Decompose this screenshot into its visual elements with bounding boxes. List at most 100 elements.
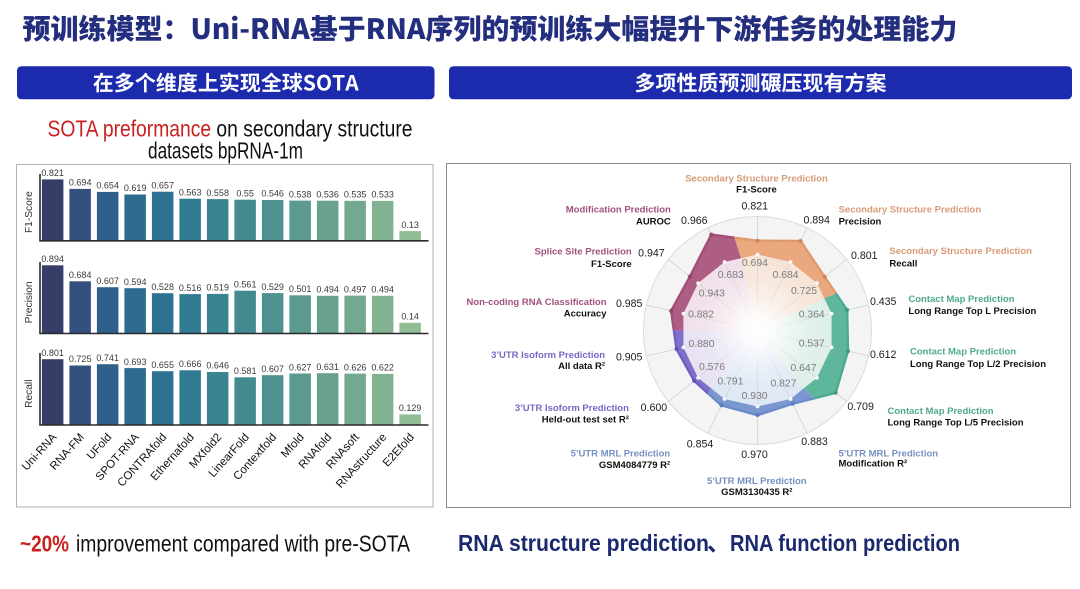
- svg-text:0.533: 0.533: [371, 190, 394, 200]
- svg-text:0.801: 0.801: [41, 348, 64, 358]
- svg-text:0.497: 0.497: [344, 284, 367, 294]
- svg-text:0.709: 0.709: [847, 401, 874, 413]
- svg-text:0.883: 0.883: [801, 436, 828, 448]
- svg-text:0.725: 0.725: [791, 286, 817, 297]
- svg-text:F1-Score: F1-Score: [24, 191, 35, 233]
- svg-text:0.619: 0.619: [124, 183, 147, 193]
- svg-text:0.535: 0.535: [344, 190, 367, 200]
- svg-text:0.435: 0.435: [870, 296, 897, 308]
- svg-text:Recall: Recall: [24, 380, 35, 408]
- svg-text:0.529: 0.529: [261, 282, 284, 292]
- svg-text:5’UTR MRL Prediction: 5’UTR MRL Prediction: [707, 476, 807, 487]
- svg-text:0.14: 0.14: [401, 312, 419, 322]
- svg-text:F1-Score: F1-Score: [736, 184, 777, 195]
- svg-text:0.607: 0.607: [96, 276, 119, 286]
- svg-text:0.536: 0.536: [316, 189, 339, 199]
- svg-text:SOTA preformance on secondary: SOTA preformance on secondary structure: [48, 116, 413, 142]
- svg-text:improvement compared with pre-: improvement compared with pre-SOTA: [76, 531, 410, 557]
- svg-text:Non-coding RNA Classification: Non-coding RNA Classification: [466, 297, 606, 308]
- svg-text:0.654: 0.654: [96, 181, 119, 191]
- svg-text:0.970: 0.970: [741, 449, 768, 461]
- svg-text:0.55: 0.55: [236, 188, 254, 198]
- svg-text:0.129: 0.129: [399, 403, 422, 413]
- svg-text:0.693: 0.693: [124, 357, 147, 367]
- svg-text:0.561: 0.561: [234, 279, 257, 289]
- svg-text:RNA structure prediction: RNA structure prediction: [458, 530, 709, 556]
- svg-text:0.631: 0.631: [316, 362, 339, 372]
- svg-text:All data R²: All data R²: [558, 361, 605, 372]
- svg-text:3’UTR Isoform Prediction: 3’UTR Isoform Prediction: [515, 403, 629, 414]
- svg-text:0.494: 0.494: [371, 285, 394, 295]
- svg-text:Contact Map Prediction: Contact Map Prediction: [888, 406, 994, 417]
- svg-text:Modification R²: Modification R²: [839, 458, 908, 469]
- svg-text:0.694: 0.694: [69, 178, 92, 188]
- svg-text:0.558: 0.558: [206, 188, 229, 198]
- svg-text:0.563: 0.563: [179, 187, 202, 197]
- svg-text:~20%: ~20%: [20, 531, 69, 557]
- svg-text:Secondary Structure Prediction: Secondary Structure Prediction: [839, 204, 982, 215]
- svg-text:0.516: 0.516: [179, 283, 202, 293]
- svg-text:datasets bpRNA-1m: datasets bpRNA-1m: [148, 138, 303, 164]
- svg-text:Contact Map Prediction: Contact Map Prediction: [908, 294, 1014, 305]
- svg-text:0.364: 0.364: [799, 310, 825, 321]
- svg-text:0.647: 0.647: [790, 363, 816, 374]
- svg-text:Long Range Top L/2 Precision: Long Range Top L/2 Precision: [910, 359, 1046, 370]
- svg-text:F1-Score: F1-Score: [591, 259, 632, 270]
- svg-text:0.905: 0.905: [616, 351, 643, 363]
- svg-text:3’UTR Isoform Prediction: 3’UTR Isoform Prediction: [491, 350, 605, 361]
- svg-text:0.882: 0.882: [688, 310, 714, 321]
- svg-text:0.694: 0.694: [742, 258, 768, 269]
- svg-text:0.612: 0.612: [870, 349, 897, 361]
- svg-text:0.655: 0.655: [151, 360, 174, 370]
- svg-text:0.801: 0.801: [851, 250, 878, 262]
- svg-text:0.827: 0.827: [770, 378, 796, 389]
- svg-text:0.894: 0.894: [803, 215, 830, 227]
- svg-text:Recall: Recall: [889, 258, 917, 269]
- svg-text:Precision: Precision: [839, 216, 882, 227]
- svg-text:Held-out test set R²: Held-out test set R²: [542, 414, 629, 425]
- svg-text:0.880: 0.880: [688, 339, 714, 350]
- svg-text:0.519: 0.519: [206, 283, 229, 293]
- svg-text:0.546: 0.546: [261, 189, 284, 199]
- svg-text:0.626: 0.626: [344, 362, 367, 372]
- svg-text:0.622: 0.622: [371, 363, 394, 373]
- svg-text:Secondary Structure Prediction: Secondary Structure Prediction: [889, 246, 1032, 257]
- svg-text:0.594: 0.594: [124, 277, 147, 287]
- svg-text:Contact Map Prediction: Contact Map Prediction: [910, 347, 1016, 358]
- svg-text:0.607: 0.607: [261, 364, 284, 374]
- svg-text:0.538: 0.538: [289, 189, 312, 199]
- svg-text:0.13: 0.13: [401, 220, 419, 230]
- svg-text:0.821: 0.821: [41, 168, 64, 178]
- svg-text:0.791: 0.791: [717, 377, 743, 388]
- svg-text:0.966: 0.966: [681, 215, 708, 227]
- svg-text:Long Range Top L/5 Precision: Long Range Top L/5 Precision: [888, 418, 1024, 429]
- svg-text:0.930: 0.930: [742, 391, 768, 402]
- svg-text:0.494: 0.494: [316, 285, 339, 295]
- svg-text:0.646: 0.646: [206, 361, 229, 371]
- svg-text:GSM4084779 R²: GSM4084779 R²: [599, 460, 670, 471]
- svg-text:0.657: 0.657: [151, 180, 174, 190]
- svg-text:0.741: 0.741: [96, 353, 119, 363]
- svg-text:0.854: 0.854: [687, 438, 714, 450]
- svg-text:5’UTR MRL Prediction: 5’UTR MRL Prediction: [839, 448, 939, 459]
- svg-text:0.894: 0.894: [41, 254, 64, 264]
- svg-text:0.947: 0.947: [638, 247, 665, 259]
- svg-text:0.576: 0.576: [699, 362, 725, 373]
- svg-text:Precision: Precision: [24, 281, 35, 323]
- svg-text:0.666: 0.666: [179, 359, 202, 369]
- svg-text:0.501: 0.501: [289, 284, 312, 294]
- svg-text:0.683: 0.683: [718, 270, 744, 281]
- svg-text:GSM3130435 R²: GSM3130435 R²: [721, 487, 792, 498]
- svg-text:0.943: 0.943: [699, 288, 725, 299]
- svg-text:0.821: 0.821: [742, 201, 769, 213]
- svg-text:0.581: 0.581: [234, 366, 257, 376]
- svg-text:0.684: 0.684: [69, 270, 92, 280]
- svg-text:5’UTR MRL Prediction: 5’UTR MRL Prediction: [571, 449, 671, 460]
- svg-text:RNA function prediction: RNA function prediction: [730, 530, 960, 556]
- svg-text:AUROC: AUROC: [636, 217, 671, 228]
- svg-text:Secondary Structure Prediction: Secondary Structure Prediction: [685, 173, 828, 184]
- svg-text:Accuracy: Accuracy: [564, 308, 607, 319]
- svg-text:0.627: 0.627: [289, 362, 312, 372]
- svg-text:0.985: 0.985: [616, 298, 643, 310]
- svg-text:Long Range Top L Precision: Long Range Top L Precision: [908, 306, 1036, 317]
